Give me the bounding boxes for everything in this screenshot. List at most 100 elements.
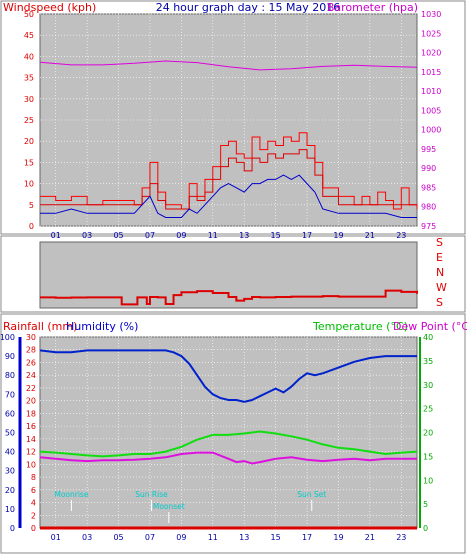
direction-label: W bbox=[436, 281, 447, 294]
wind-y-tick-label: 10 bbox=[24, 180, 34, 189]
wind-y-tick-label: 20 bbox=[24, 137, 34, 146]
gust-series bbox=[40, 132, 418, 210]
wind-x-tick-label: 05 bbox=[113, 231, 123, 240]
wind-y-tick-label: 30 bbox=[24, 95, 34, 104]
temp-y-tick-label: 5 bbox=[423, 500, 428, 509]
wind-x-tick-label: 21 bbox=[365, 231, 375, 240]
temp-y-tick-label: 30 bbox=[423, 381, 433, 390]
temp-x-tick-label: 13 bbox=[239, 533, 249, 542]
wind-x-tick-label: 17 bbox=[302, 231, 312, 240]
temp-y-tick-label: 40 bbox=[423, 333, 433, 342]
rainfall-axis-label: Rainfall (mm) bbox=[3, 320, 77, 333]
humidity-y-tick-label: 90 bbox=[5, 352, 15, 361]
graph-title: 24 hour graph day : 15 May 2016 bbox=[156, 1, 341, 14]
dewpoint-series bbox=[39, 451, 417, 465]
temp-y-tick-label: 0 bbox=[423, 524, 428, 533]
wind-y-tick-label: 25 bbox=[24, 116, 34, 125]
humidity-axis-label: Humidity (%) bbox=[66, 320, 138, 333]
rain-y-tick-label: 22 bbox=[26, 384, 36, 393]
humidity-y-tick-label: 70 bbox=[5, 390, 15, 399]
humidity-series bbox=[39, 349, 417, 403]
rain-y-tick-label: 20 bbox=[26, 397, 36, 406]
rain-y-tick-label: 4 bbox=[31, 499, 36, 508]
panel-3-border bbox=[0, 313, 466, 554]
temp-y-tick-label: 15 bbox=[423, 452, 433, 461]
wind-x-tick-label: 07 bbox=[145, 231, 155, 240]
baro-y-tick-label: 1010 bbox=[421, 87, 441, 96]
direction-label: S bbox=[436, 236, 443, 249]
wind-x-tick-label: 19 bbox=[333, 231, 343, 240]
humidity-y-tick-label: 40 bbox=[5, 448, 15, 457]
wind-y-tick-label: 15 bbox=[24, 158, 34, 167]
rain-y-tick-label: 8 bbox=[31, 473, 36, 482]
wind-y-tick-label: 50 bbox=[24, 10, 34, 19]
barometer-axis-label: Barometer (hpa) bbox=[327, 1, 418, 14]
wind-x-tick-label: 11 bbox=[208, 231, 218, 240]
temp-x-tick-label: 17 bbox=[302, 533, 312, 542]
temperature-axis-label: Temperature (°C) bbox=[312, 320, 408, 333]
baro-y-tick-label: 995 bbox=[421, 145, 436, 154]
temp-x-tick-label: 09 bbox=[176, 533, 186, 542]
temp-x-tick-label: 05 bbox=[113, 533, 123, 542]
baro-y-tick-label: 1020 bbox=[421, 49, 441, 58]
baro-y-tick-label: 1025 bbox=[421, 29, 441, 38]
direction-label: N bbox=[436, 266, 444, 279]
baro-y-tick-label: 975 bbox=[421, 222, 436, 231]
panel-2-border bbox=[0, 235, 466, 313]
rain-y-tick-label: 2 bbox=[31, 511, 36, 520]
rain-y-tick-label: 0 bbox=[31, 524, 36, 533]
temp-x-tick-label: 15 bbox=[271, 533, 281, 542]
wind-series bbox=[40, 149, 418, 210]
panel-1-border bbox=[0, 0, 466, 235]
rain-y-tick-label: 18 bbox=[26, 409, 36, 418]
humidity-y-tick-label: 0 bbox=[10, 524, 15, 533]
wind-x-tick-label: 13 bbox=[239, 231, 249, 240]
wind-x-tick-label: 09 bbox=[176, 231, 186, 240]
wind-x-tick-label: 01 bbox=[51, 231, 61, 240]
rain-y-tick-label: 30 bbox=[26, 333, 36, 342]
temp-x-tick-label: 03 bbox=[82, 533, 92, 542]
temp-x-tick-label: 11 bbox=[208, 533, 218, 542]
baro-y-tick-label: 990 bbox=[421, 164, 436, 173]
temp-y-tick-label: 35 bbox=[423, 357, 433, 366]
direction-label: S bbox=[436, 296, 443, 309]
humidity-y-tick-label: 30 bbox=[5, 467, 15, 476]
wind-x-tick-label: 23 bbox=[396, 231, 406, 240]
wind-y-tick-label: 45 bbox=[24, 31, 34, 40]
direction-label: E bbox=[436, 251, 443, 264]
wind-y-tick-label: 40 bbox=[24, 52, 34, 61]
temp-y-tick-label: 20 bbox=[423, 429, 433, 438]
temp-x-tick-label: 19 bbox=[333, 533, 343, 542]
windspeed-axis-label: Windspeed (kph) bbox=[3, 1, 96, 14]
dewpoint-axis-label: Dew Point (°C) bbox=[393, 320, 467, 333]
temperature-plot-area bbox=[39, 336, 418, 529]
rain-y-tick-label: 12 bbox=[26, 448, 36, 457]
wind-y-tick-label: 5 bbox=[29, 201, 34, 210]
wind-x-tick-label: 03 bbox=[82, 231, 92, 240]
humidity-y-tick-label: 60 bbox=[5, 409, 15, 418]
baro-y-tick-label: 1005 bbox=[421, 106, 441, 115]
rain-y-tick-label: 10 bbox=[26, 460, 36, 469]
rain-y-tick-label: 26 bbox=[26, 358, 36, 367]
wind-y-tick-label: 35 bbox=[24, 74, 34, 83]
humidity-y-tick-label: 50 bbox=[5, 429, 15, 438]
event-label: Moonset bbox=[153, 502, 185, 511]
temp-y-tick-label: 10 bbox=[423, 476, 433, 485]
humidity-y-tick-label: 10 bbox=[5, 505, 15, 514]
rain-y-tick-label: 24 bbox=[26, 371, 36, 380]
temp-y-tick-label: 25 bbox=[423, 405, 433, 414]
temp-x-tick-label: 01 bbox=[51, 533, 61, 542]
wind-y-tick-label: 0 bbox=[29, 222, 34, 231]
rain-y-tick-label: 6 bbox=[31, 486, 36, 495]
baro-y-tick-label: 1015 bbox=[421, 68, 441, 77]
wind-x-tick-label: 15 bbox=[271, 231, 281, 240]
temp-x-tick-label: 07 bbox=[145, 533, 155, 542]
baro-series bbox=[39, 60, 418, 71]
rain-y-tick-label: 28 bbox=[26, 346, 36, 355]
humidity-y-tick-label: 20 bbox=[5, 486, 15, 495]
rain-y-tick-label: 16 bbox=[26, 422, 36, 431]
humidity-y-tick-label: 80 bbox=[5, 371, 15, 380]
baro-y-tick-label: 985 bbox=[421, 183, 436, 192]
wind-plot-area bbox=[39, 13, 418, 227]
